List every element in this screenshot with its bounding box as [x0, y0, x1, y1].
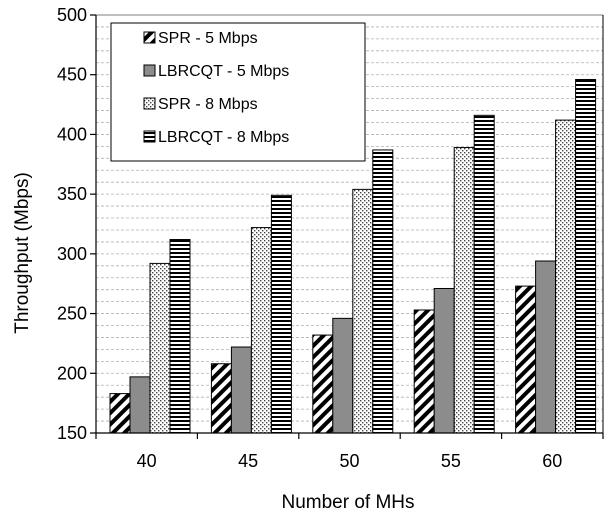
bar-spr-5-mbps-45 [210, 363, 232, 434]
axes [90, 14, 604, 439]
legend-swatch [143, 97, 156, 110]
y-axis-label: Throughput (Mbps) [12, 172, 33, 334]
legend-swatch [143, 64, 156, 77]
bar-lbrcqt-8-mbps-50 [372, 149, 394, 434]
bar-spr-8-mbps-40 [149, 262, 171, 434]
bar-spr-5-mbps-60 [515, 285, 537, 434]
y-tick-label: 250 [57, 304, 87, 324]
bar-lbrcqt-5-mbps-55 [433, 287, 455, 434]
x-tick-label: 50 [339, 451, 359, 471]
x-tick-label: 45 [238, 451, 258, 471]
bar-spr-5-mbps-50 [312, 334, 334, 434]
bar-spr-8-mbps-55 [453, 147, 475, 434]
y-tick-label: 450 [57, 65, 87, 85]
bar-lbrcqt-8-mbps-40 [169, 239, 191, 434]
legend: SPR - 5 Mbps LBRCQT - 5 Mbps SPR - 8 Mbps L… [110, 22, 366, 162]
bar-spr-5-mbps-55 [413, 309, 435, 434]
bar-lbrcqt-5-mbps-50 [332, 317, 354, 434]
bar-lbrcqt-8-mbps-45 [270, 194, 292, 434]
y-tick-label: 200 [57, 363, 87, 383]
y-tick-label: 350 [57, 184, 87, 204]
y-tick-label: 400 [57, 124, 87, 144]
bar-lbrcqt-5-mbps-45 [230, 346, 252, 434]
legend-label: SPR - 8 Mbps [158, 96, 258, 113]
bar-spr-8-mbps-60 [555, 119, 577, 434]
y-tick-label: 150 [57, 423, 87, 443]
x-tick-label: 60 [542, 451, 562, 471]
bars [109, 78, 597, 434]
legend-label: LBRCQT - 5 Mbps [158, 63, 289, 80]
bar-lbrcqt-5-mbps-60 [535, 260, 557, 434]
bar-spr-8-mbps-50 [352, 188, 374, 434]
bar-spr-8-mbps-45 [250, 227, 272, 434]
bar-lbrcqt-5-mbps-40 [129, 376, 151, 434]
bar-lbrcqt-8-mbps-60 [575, 78, 597, 434]
x-axis-label: Number of MHs [281, 492, 414, 513]
tick-labels: 150 200 250 300 350 400 450 500 40 45 50 55 60 [57, 5, 562, 471]
legend-swatch [143, 130, 156, 143]
x-tick-label: 55 [441, 451, 461, 471]
y-tick-label: 500 [57, 5, 87, 25]
y-tick-label: 300 [57, 244, 87, 264]
x-tick-label: 40 [137, 451, 157, 471]
legend-label: LBRCQT - 8 Mbps [158, 129, 289, 146]
bar-spr-5-mbps-40 [109, 393, 131, 434]
legend-label: SPR - 5 Mbps [158, 30, 258, 47]
bar-lbrcqt-8-mbps-55 [473, 114, 495, 434]
legend-swatch [143, 31, 156, 44]
